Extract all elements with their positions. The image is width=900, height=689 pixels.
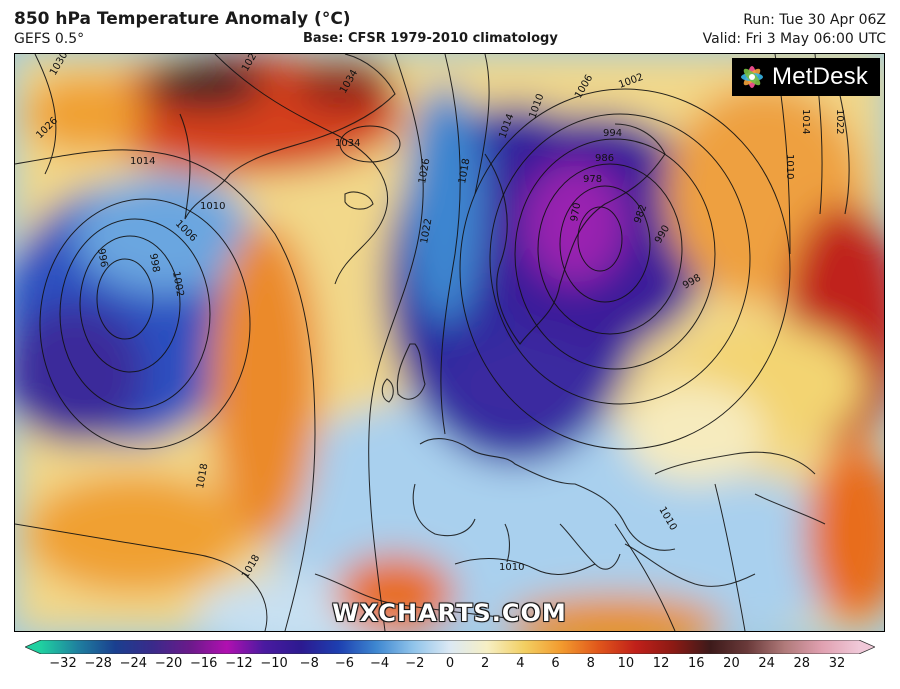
isobar-label: 1010 bbox=[784, 154, 795, 179]
colorbar-tick-label: 6 bbox=[551, 656, 560, 671]
colorbar-tick-label: 16 bbox=[687, 656, 705, 671]
map-panel[interactable]: 1030 1026 1026 1014 1010 1006 996 998 10… bbox=[14, 53, 885, 632]
metdesk-logo-text: MetDesk bbox=[772, 63, 869, 90]
colorbar-tick-label: 20 bbox=[723, 656, 740, 671]
colorbar-tick-label: 0 bbox=[445, 656, 455, 671]
isobar-label: 978 bbox=[583, 174, 602, 185]
metdesk-logo: MetDesk bbox=[732, 58, 880, 96]
colorbar-min-arrow bbox=[25, 640, 41, 654]
isobar-label: 1018 bbox=[195, 463, 210, 490]
isobar-label: 986 bbox=[595, 153, 614, 164]
colorbar-tick-label: −6 bbox=[334, 656, 355, 671]
model-name: GEFS 0.5° bbox=[14, 31, 85, 47]
colorbar-tick-label: 24 bbox=[758, 656, 775, 671]
isobar-label: 1010 bbox=[499, 562, 524, 573]
colorbar-tick-label: −12 bbox=[225, 656, 253, 671]
colorbar bbox=[25, 640, 875, 654]
isobar-label: 998 bbox=[147, 253, 161, 274]
anomaly-field bbox=[15, 54, 884, 631]
colorbar-tick-label: −4 bbox=[370, 656, 390, 671]
colorbar-tick-label: −28 bbox=[84, 656, 112, 671]
anomaly-map: 1030 1026 1026 1014 1010 1006 996 998 10… bbox=[15, 54, 884, 631]
isobar-label: 1002 bbox=[170, 271, 185, 298]
isobar-label: 1026 bbox=[417, 158, 432, 185]
colorbar-tick-label: −2 bbox=[405, 656, 425, 671]
colorbar-tick-label: −8 bbox=[299, 656, 319, 671]
colorbar-labels: −32 −28 −24 −20 −16 −12 −10 −8 −6 −4 −2 0 2 4 6 8 10 12 16… bbox=[0, 656, 900, 676]
colorbar-tick-label: 2 bbox=[481, 656, 490, 671]
wxcharts-watermark: WXCHARTS.COM bbox=[332, 599, 567, 627]
isobar-label: 1022 bbox=[834, 109, 845, 134]
colorbar-tick-label: 32 bbox=[828, 656, 846, 671]
run-time: Run: Tue 30 Apr 06Z bbox=[743, 12, 886, 28]
isobar-label: 1018 bbox=[457, 158, 472, 185]
colorbar-tick-label: −10 bbox=[260, 656, 288, 671]
colorbar-tick-label: −32 bbox=[49, 656, 77, 671]
isobar-label: 1014 bbox=[130, 156, 155, 167]
isobar-label: 996 bbox=[95, 248, 109, 269]
colorbar-tick-label: −20 bbox=[154, 656, 183, 671]
metdesk-logo-icon bbox=[741, 66, 763, 88]
isobar-label: 1010 bbox=[200, 201, 225, 212]
chart-title: 850 hPa Temperature Anomaly (°C) bbox=[14, 9, 351, 29]
isobar-label: 1022 bbox=[419, 218, 434, 245]
colorbar-scale bbox=[41, 640, 859, 654]
colorbar-tick-label: 28 bbox=[793, 656, 811, 671]
isobar-label: 994 bbox=[603, 128, 622, 139]
colorbar-max-arrow bbox=[859, 640, 875, 654]
colorbar-tick-label: −24 bbox=[119, 656, 148, 671]
colorbar-tick-label: −16 bbox=[190, 656, 218, 671]
isobar-label: 970 bbox=[569, 202, 583, 223]
colorbar-tick-label: 8 bbox=[586, 656, 595, 671]
colorbar-tick-label: 10 bbox=[617, 656, 635, 671]
colorbar-tick-label: 12 bbox=[652, 656, 670, 671]
valid-time: Valid: Fri 3 May 06:00 UTC bbox=[702, 31, 886, 47]
isobar-label: 1034 bbox=[335, 138, 360, 149]
climatology-base: Base: CFSR 1979-2010 climatology bbox=[303, 31, 558, 46]
isobars bbox=[15, 54, 823, 631]
colorbar-tick-label: 4 bbox=[516, 656, 525, 671]
isobar-label: 1014 bbox=[800, 109, 811, 134]
